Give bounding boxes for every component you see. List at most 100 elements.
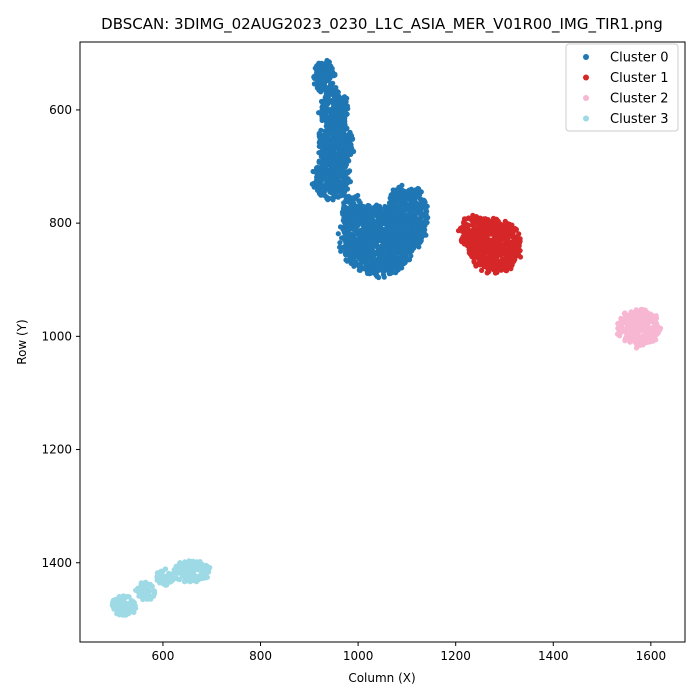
- data-point: [361, 266, 367, 272]
- data-point: [423, 220, 429, 226]
- data-point: [323, 181, 329, 187]
- data-point: [324, 173, 330, 179]
- data-point: [386, 256, 392, 262]
- x-tick-label: 1000: [343, 649, 374, 663]
- data-point: [404, 189, 410, 195]
- x-tick-label: 1400: [538, 649, 569, 663]
- data-point: [327, 85, 333, 91]
- data-point: [503, 267, 509, 274]
- data-point: [357, 200, 363, 206]
- data-point: [463, 216, 469, 222]
- data-point: [498, 222, 504, 228]
- data-point: [348, 245, 354, 251]
- data-point: [406, 257, 413, 263]
- data-point: [344, 232, 350, 238]
- data-point: [112, 606, 118, 612]
- data-point: [502, 232, 508, 238]
- y-tick-label: 600: [49, 103, 72, 117]
- data-point: [415, 218, 421, 224]
- data-point: [392, 200, 398, 206]
- data-point: [327, 189, 333, 195]
- data-point: [484, 250, 490, 256]
- data-point: [384, 242, 390, 248]
- data-point: [344, 125, 350, 131]
- data-point: [337, 131, 343, 137]
- data-point: [408, 207, 414, 214]
- data-point: [322, 112, 328, 118]
- data-point: [627, 319, 633, 325]
- data-point: [398, 249, 405, 255]
- data-point: [419, 201, 426, 207]
- data-point: [328, 68, 334, 74]
- data-point: [489, 245, 495, 251]
- data-point: [471, 237, 477, 243]
- data-point: [350, 198, 356, 204]
- data-point: [395, 264, 401, 270]
- data-point: [498, 267, 504, 273]
- data-point: [135, 585, 141, 592]
- data-point: [356, 220, 362, 226]
- data-point: [620, 320, 626, 326]
- data-point: [500, 247, 506, 254]
- data-point: [408, 235, 414, 242]
- data-point: [364, 249, 370, 255]
- data-point: [352, 241, 358, 247]
- data-point: [375, 265, 381, 271]
- plot-frame: [79, 41, 686, 643]
- data-point: [345, 179, 351, 185]
- data-point: [636, 328, 642, 334]
- data-point: [368, 240, 374, 246]
- data-point: [187, 579, 193, 585]
- data-point: [650, 332, 656, 338]
- data-point: [393, 257, 399, 263]
- data-point: [334, 139, 341, 145]
- data-point: [373, 228, 379, 235]
- data-point: [322, 131, 328, 137]
- data-point: [337, 105, 343, 111]
- data-point: [404, 237, 410, 243]
- data-point: [464, 223, 470, 229]
- data-point: [317, 62, 323, 68]
- data-point: [389, 207, 395, 213]
- x-tick-label: 1200: [440, 649, 471, 663]
- x-tick-label: 800: [249, 649, 272, 663]
- data-point: [458, 225, 464, 231]
- data-point: [355, 192, 361, 199]
- data-points: [109, 57, 664, 618]
- data-point: [326, 131, 333, 137]
- data-point: [494, 243, 500, 249]
- x-tick-label: 600: [151, 649, 174, 663]
- legend-label: Cluster 3: [610, 112, 669, 127]
- data-point: [327, 158, 333, 164]
- data-point: [165, 576, 171, 582]
- data-point: [410, 216, 417, 222]
- data-point: [203, 562, 209, 568]
- data-point: [416, 207, 422, 213]
- data-point: [317, 183, 324, 189]
- data-point: [474, 231, 480, 237]
- data-point: [412, 223, 418, 230]
- data-point: [479, 256, 485, 262]
- data-point: [341, 96, 347, 102]
- data-point: [332, 71, 338, 77]
- data-point: [464, 228, 470, 234]
- data-point: [338, 248, 344, 254]
- data-point: [342, 216, 349, 222]
- data-point: [319, 192, 325, 198]
- data-point: [360, 226, 366, 232]
- data-point: [490, 264, 496, 271]
- data-point: [644, 316, 650, 322]
- data-point: [355, 213, 362, 219]
- x-axis-label: Column (X): [348, 671, 415, 685]
- data-point: [406, 226, 412, 233]
- data-point: [479, 267, 485, 273]
- data-point: [483, 234, 490, 240]
- data-point: [649, 327, 655, 333]
- data-point: [391, 214, 397, 220]
- data-point: [316, 150, 322, 156]
- data-point: [343, 252, 349, 258]
- data-point: [334, 167, 340, 173]
- data-point: [473, 214, 479, 220]
- data-point: [495, 250, 501, 256]
- data-point: [643, 331, 649, 337]
